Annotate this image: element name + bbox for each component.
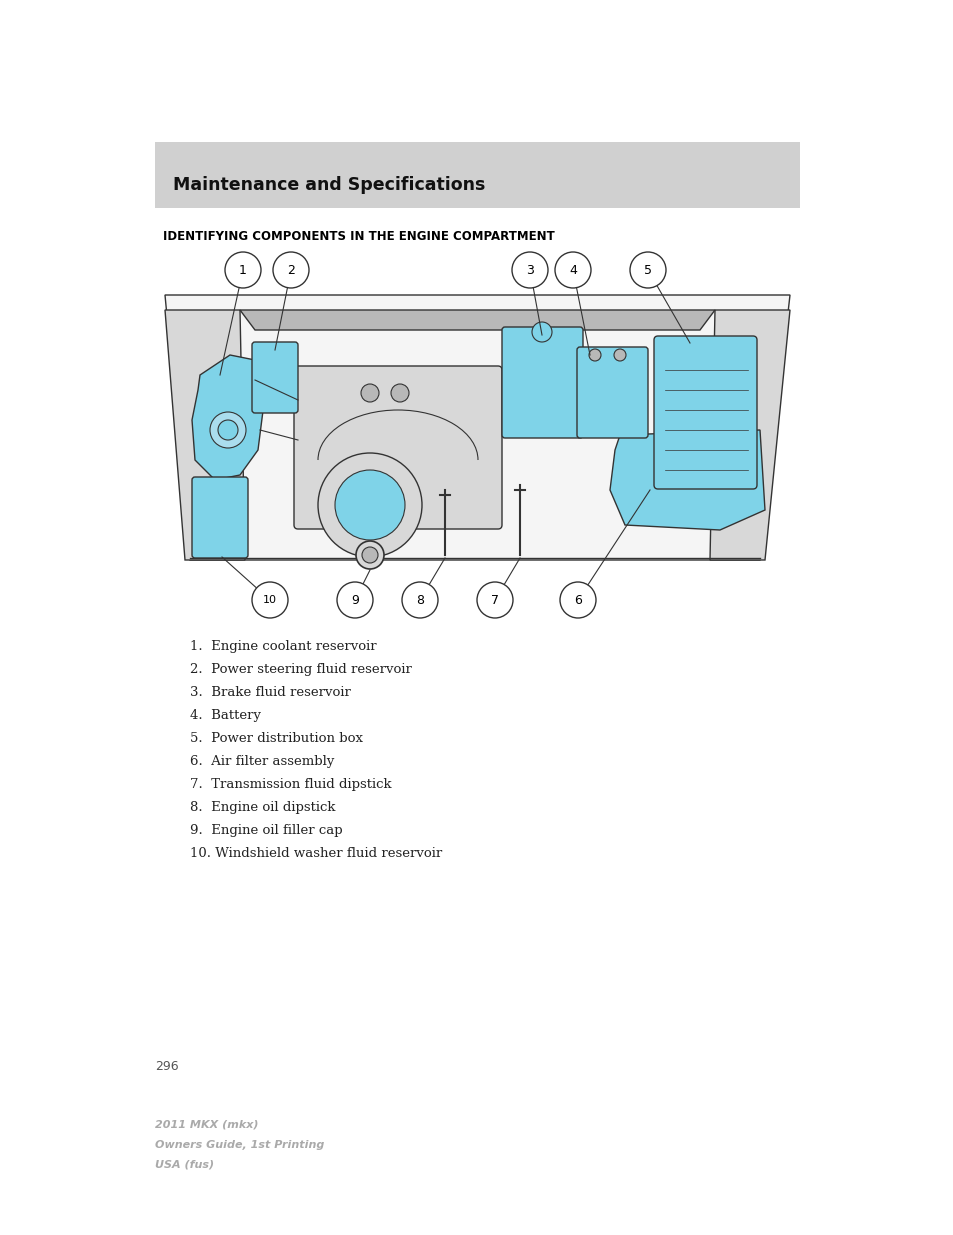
- Circle shape: [588, 350, 600, 361]
- FancyBboxPatch shape: [654, 336, 757, 489]
- Circle shape: [391, 384, 409, 403]
- Circle shape: [555, 252, 590, 288]
- Text: 1.  Engine coolant reservoir: 1. Engine coolant reservoir: [190, 640, 376, 653]
- Text: 4: 4: [569, 263, 577, 277]
- FancyBboxPatch shape: [294, 366, 501, 529]
- Polygon shape: [192, 354, 265, 480]
- Text: USA (fus): USA (fus): [154, 1160, 213, 1170]
- Polygon shape: [240, 310, 714, 330]
- Circle shape: [218, 420, 237, 440]
- FancyBboxPatch shape: [192, 477, 248, 558]
- Text: Owners Guide, 1st Printing: Owners Guide, 1st Printing: [154, 1140, 324, 1150]
- Text: 5: 5: [643, 263, 651, 277]
- Polygon shape: [609, 430, 764, 530]
- Text: 2011 MKX (mkx): 2011 MKX (mkx): [154, 1120, 258, 1130]
- Polygon shape: [709, 310, 789, 559]
- Text: 10: 10: [263, 595, 276, 605]
- Text: 9: 9: [351, 594, 358, 606]
- Text: 3: 3: [525, 263, 534, 277]
- Circle shape: [559, 582, 596, 618]
- Text: 4.  Battery: 4. Battery: [190, 709, 261, 722]
- Polygon shape: [165, 295, 789, 559]
- Text: Maintenance and Specifications: Maintenance and Specifications: [172, 177, 485, 194]
- Circle shape: [355, 541, 384, 569]
- Circle shape: [210, 412, 246, 448]
- Circle shape: [252, 582, 288, 618]
- Text: 6: 6: [574, 594, 581, 606]
- Circle shape: [361, 547, 377, 563]
- FancyBboxPatch shape: [501, 327, 582, 438]
- Circle shape: [336, 582, 373, 618]
- Circle shape: [476, 582, 513, 618]
- Text: 6.  Air filter assembly: 6. Air filter assembly: [190, 755, 334, 768]
- Circle shape: [401, 582, 437, 618]
- Text: 5.  Power distribution box: 5. Power distribution box: [190, 732, 363, 745]
- Text: IDENTIFYING COMPONENTS IN THE ENGINE COMPARTMENT: IDENTIFYING COMPONENTS IN THE ENGINE COM…: [163, 230, 554, 243]
- Text: 296: 296: [154, 1060, 178, 1073]
- FancyBboxPatch shape: [577, 347, 647, 438]
- Text: 7.  Transmission fluid dipstick: 7. Transmission fluid dipstick: [190, 778, 392, 790]
- Circle shape: [225, 252, 261, 288]
- Text: 10. Windshield washer fluid reservoir: 10. Windshield washer fluid reservoir: [190, 847, 442, 860]
- Circle shape: [360, 384, 378, 403]
- Circle shape: [532, 322, 552, 342]
- Text: 7: 7: [491, 594, 498, 606]
- Text: 8: 8: [416, 594, 423, 606]
- Circle shape: [629, 252, 665, 288]
- Circle shape: [317, 453, 421, 557]
- Text: 1: 1: [239, 263, 247, 277]
- Circle shape: [273, 252, 309, 288]
- Circle shape: [614, 350, 625, 361]
- Circle shape: [335, 471, 405, 540]
- Text: 2.  Power steering fluid reservoir: 2. Power steering fluid reservoir: [190, 663, 412, 676]
- Text: 8.  Engine oil dipstick: 8. Engine oil dipstick: [190, 802, 335, 814]
- Text: 2: 2: [287, 263, 294, 277]
- Bar: [154, 142, 800, 207]
- Polygon shape: [165, 310, 245, 559]
- FancyBboxPatch shape: [252, 342, 297, 412]
- Circle shape: [512, 252, 547, 288]
- Text: 3.  Brake fluid reservoir: 3. Brake fluid reservoir: [190, 685, 351, 699]
- Text: 9.  Engine oil filler cap: 9. Engine oil filler cap: [190, 824, 342, 837]
